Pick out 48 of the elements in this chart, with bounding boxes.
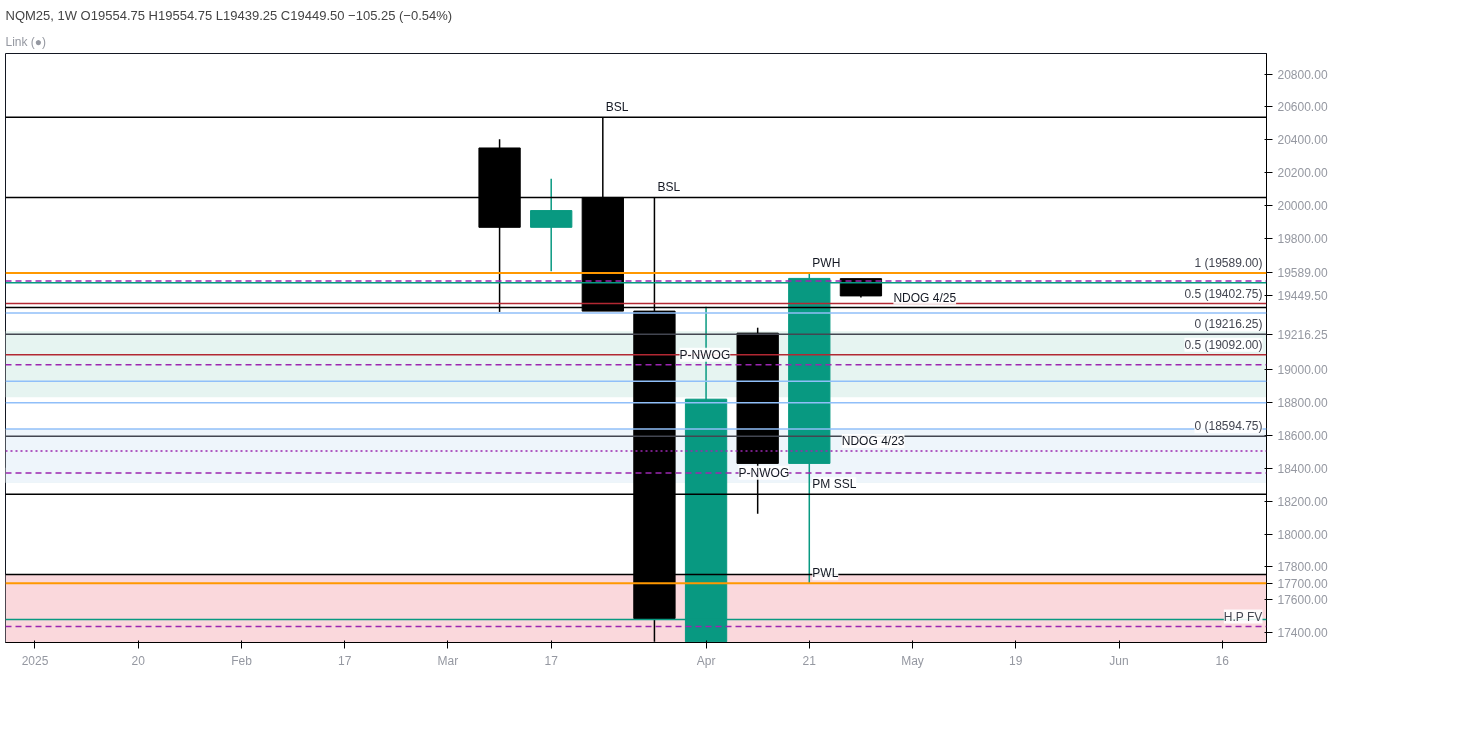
- y-tick-label: 19449.50: [1277, 289, 1328, 304]
- y-tick-label: 17600.00: [1277, 593, 1328, 608]
- annotation: PWH: [812, 256, 841, 270]
- annotation: 0 (18594.75): [1194, 419, 1263, 434]
- annotation: 1 (19589.00): [1194, 256, 1263, 270]
- annotation: PM SSL: [812, 477, 857, 492]
- y-tick-label: 19216.25: [1277, 327, 1328, 342]
- y-tick-label: 18400.00: [1277, 461, 1328, 476]
- chart-title: NQM25, 1W O19554.75 H19554.75 L19439.25 C19449.50 −105.25 (−0.54%): [5, 7, 453, 23]
- x-tick-label: Feb: [231, 653, 253, 668]
- y-tick-label: 19589.00: [1277, 266, 1328, 281]
- x-tick-label: 17: [338, 653, 352, 668]
- annotation: NDOG 4/25: [893, 290, 957, 305]
- annotation: H.P FV: [1223, 609, 1263, 624]
- annotation: BSL: [605, 100, 629, 115]
- x-tick-label: 19: [1009, 653, 1023, 668]
- annotation: 0 (19216.25): [1194, 317, 1263, 332]
- y-tick-label: 20200.00: [1277, 166, 1328, 181]
- x-tick-label: Apr: [696, 653, 716, 668]
- annotation: PWL: [812, 566, 839, 581]
- x-tick-label: 20: [131, 653, 146, 668]
- y-tick-label: 20800.00: [1277, 67, 1328, 82]
- x-tick-label: 16: [1215, 653, 1230, 668]
- y-tick-label: 17800.00: [1277, 560, 1328, 575]
- y-tick-label: 19800.00: [1277, 231, 1328, 246]
- y-tick-label: 18000.00: [1277, 527, 1328, 542]
- y-tick-label: 19000.00: [1277, 363, 1328, 378]
- annotation: 0.5 (19402.75): [1184, 286, 1263, 301]
- annotation: P-NWOG: [738, 465, 790, 480]
- y-tick-label: 20000.00: [1277, 198, 1328, 213]
- y-tick-label: 20400.00: [1277, 133, 1328, 148]
- x-tick-label: Mar: [437, 653, 459, 668]
- y-tick-label: 18800.00: [1277, 396, 1328, 411]
- y-tick-label: 20600.00: [1277, 100, 1328, 115]
- annotation: NDOG 4/23: [841, 434, 905, 449]
- x-tick-label: 21: [802, 653, 817, 668]
- y-tick-label: 18200.00: [1277, 494, 1328, 509]
- y-tick-label: 18600.00: [1277, 428, 1328, 443]
- y-tick-label: 17700.00: [1277, 576, 1328, 591]
- y-tick-label: 17400.00: [1277, 626, 1328, 641]
- chart-subtitle: Link (●): [5, 34, 47, 49]
- annotation: P-NWOG: [679, 347, 731, 362]
- x-tick-label: Jun: [1109, 653, 1129, 668]
- x-tick-label: 2025: [21, 653, 49, 668]
- x-tick-label: May: [901, 653, 924, 668]
- x-tick-label: 17: [544, 653, 559, 668]
- annotation: 0.5 (19092.00): [1184, 337, 1263, 352]
- annotation: BSL: [657, 180, 681, 195]
